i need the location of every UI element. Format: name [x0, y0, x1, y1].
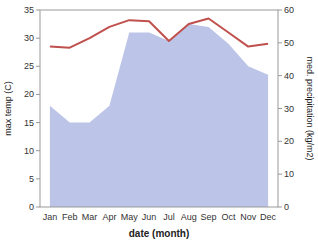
x-tick-label: Jul [163, 212, 175, 222]
x-axis-label: date (month) [129, 228, 190, 239]
y2-axis-label: med. precipitation (kg/m2) [305, 56, 315, 160]
x-tick-label: Oct [221, 212, 236, 222]
y2-tick [278, 141, 282, 142]
precipitation-area [50, 24, 268, 207]
y-tick-label: 0 [29, 202, 34, 212]
y-tick [36, 38, 40, 39]
y2-tick-label: 20 [284, 136, 294, 146]
y-tick [36, 150, 40, 151]
x-tick-label: Feb [62, 212, 78, 222]
y-tick [36, 207, 40, 208]
plot-frame [40, 10, 278, 207]
y-tick [36, 94, 40, 95]
y2-tick-label: 60 [284, 5, 294, 15]
temperature-line [50, 18, 268, 47]
y-tick [36, 66, 40, 67]
x-tick-label: Jun [142, 212, 157, 222]
y-tick-label: 35 [24, 5, 34, 15]
y-tick [36, 178, 40, 179]
y-tick-label: 5 [29, 174, 34, 184]
y2-tick-label: 50 [284, 38, 294, 48]
y2-tick-label: 10 [284, 169, 294, 179]
y-tick [36, 10, 40, 11]
x-tick-label: Dec [260, 212, 277, 222]
y2-tick-label: 40 [284, 71, 294, 81]
x-tick-label: Apr [102, 212, 116, 222]
x-tick-label: May [121, 212, 139, 222]
y-tick [36, 122, 40, 123]
y-tick-label: 25 [24, 61, 34, 71]
y2-tick [278, 75, 282, 76]
plot-area [50, 18, 268, 207]
y2-tick [278, 10, 282, 11]
y-tick-label: 15 [24, 118, 34, 128]
x-tick-label: Sep [201, 212, 217, 222]
y2-tick-label: 0 [284, 202, 289, 212]
x-tick-label: Jan [43, 212, 58, 222]
y-tick-label: 10 [24, 146, 34, 156]
y2-tick [278, 42, 282, 43]
y2-tick [278, 174, 282, 175]
y-tick-label: 30 [24, 33, 34, 43]
x-tick-label: Nov [240, 212, 257, 222]
y-axis-label: max temp (C) [3, 81, 13, 136]
x-tick-label: Aug [181, 212, 197, 222]
y2-tick [278, 108, 282, 109]
y2-tick-label: 30 [284, 104, 294, 114]
chart: 0 5 10 15 20 25 30 35 0 10 20 30 40 50 60 Jan Feb Mar Apr M… [0, 0, 318, 247]
y2-tick [278, 207, 282, 208]
x-tick-label: Mar [82, 212, 98, 222]
y-tick-label: 20 [24, 89, 34, 99]
